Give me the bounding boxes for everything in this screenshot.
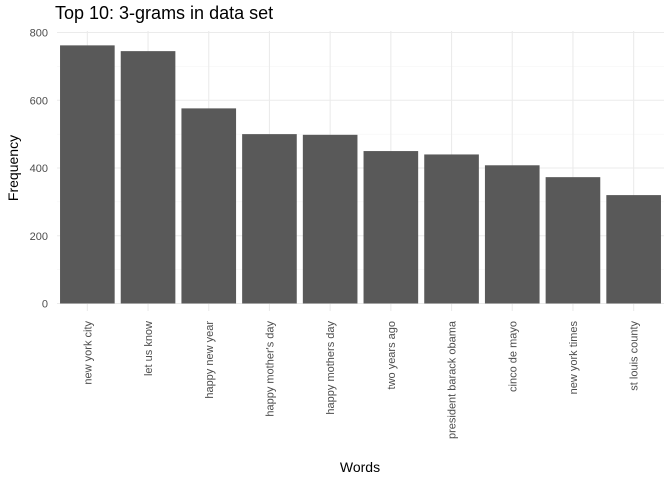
- x-axis-title: Words: [340, 459, 380, 475]
- x-tick-labels: new york city let us know happy new year ha…: [82, 320, 640, 439]
- bar: [60, 45, 115, 304]
- bar: [242, 134, 297, 304]
- x-tick-label: two years ago: [386, 321, 398, 389]
- x-tick-label: new york city: [82, 321, 94, 385]
- bar: [545, 177, 601, 304]
- x-tick-label: let us know: [143, 321, 155, 376]
- x-tick-label: st louis county: [629, 321, 641, 391]
- x-tick-label: happy mothers day: [325, 321, 337, 415]
- y-tick-label: 200: [30, 231, 48, 243]
- x-tick-label: new york times: [568, 321, 580, 395]
- y-tick-label: 400: [30, 163, 48, 175]
- y-tick-label: 800: [30, 28, 48, 40]
- x-tick-label: president barack obama: [447, 320, 459, 439]
- bar: [181, 108, 237, 304]
- bar: [120, 51, 176, 304]
- bars: [60, 45, 661, 304]
- chart-title: Top 10: 3-grams in data set: [55, 3, 274, 23]
- x-tick-label: happy new year: [204, 321, 216, 399]
- bar: [302, 134, 358, 304]
- bar: [484, 165, 540, 304]
- x-tick-label: happy mother's day: [264, 321, 276, 417]
- y-axis-title: Frequency: [5, 135, 21, 201]
- y-tick-label: 600: [30, 95, 48, 107]
- bar: [363, 151, 419, 304]
- y-tick-label: 0: [42, 299, 48, 311]
- y-tick-labels: 0 200 400 600 800: [30, 28, 48, 311]
- bar: [606, 195, 661, 304]
- bar: [424, 154, 479, 304]
- x-tick-label: cinco de mayo: [507, 321, 519, 392]
